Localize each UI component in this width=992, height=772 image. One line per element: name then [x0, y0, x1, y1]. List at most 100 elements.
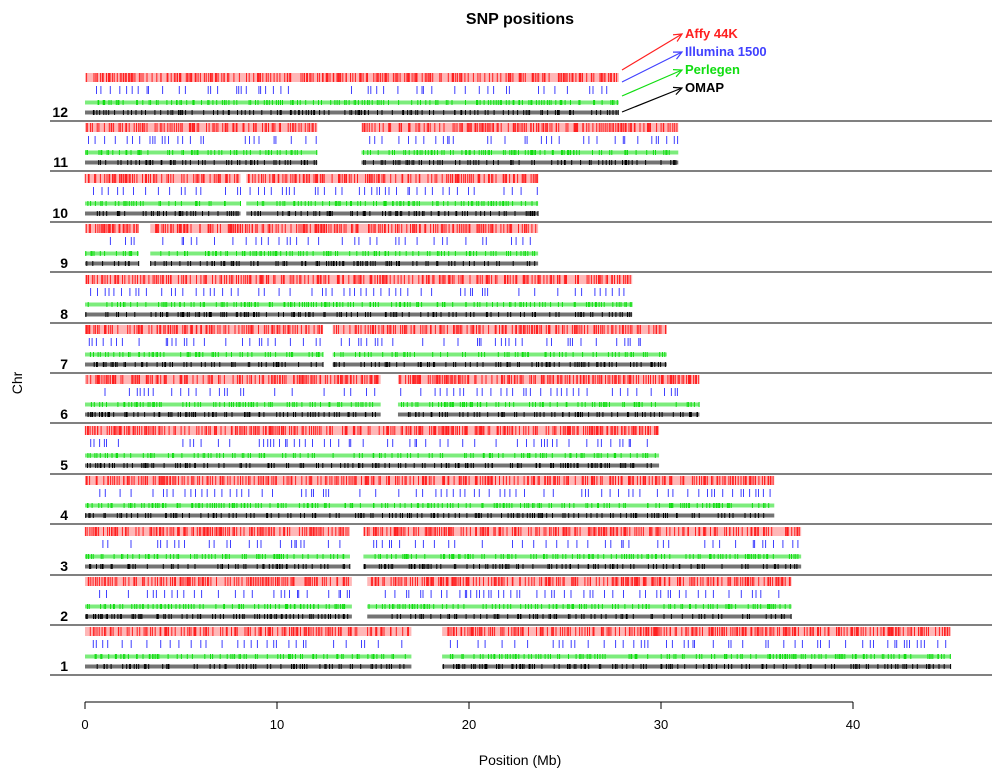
snp-marks	[373, 540, 799, 548]
track-illumina-1500	[102, 540, 799, 548]
snp-marks	[89, 352, 324, 357]
snp-marks	[84, 426, 659, 435]
track-background	[85, 604, 352, 609]
snp-marks	[88, 338, 321, 346]
snp-marks	[86, 604, 346, 609]
track-affy-44k	[85, 123, 679, 132]
track-perlegen	[85, 100, 619, 105]
snp-marks	[447, 627, 950, 636]
snp-marks	[92, 640, 403, 648]
snp-marks	[400, 388, 678, 396]
legend: Affy 44K Illumina 1500 Perlegen OMAP	[621, 26, 767, 113]
x-axis: 0 10 20 30 40	[81, 701, 860, 732]
track-illumina-1500	[88, 338, 641, 346]
x-tick-label: 20	[462, 717, 476, 732]
legend-arrowhead	[672, 51, 684, 60]
snp-marks	[363, 160, 677, 165]
track-background	[397, 402, 700, 407]
snp-marks	[93, 362, 324, 367]
snp-marks	[104, 388, 376, 396]
track-affy-44k	[85, 325, 667, 334]
chromosome-label: 3	[60, 558, 68, 574]
snp-marks	[96, 211, 239, 216]
track-background	[85, 527, 350, 536]
snp-marks	[90, 402, 374, 407]
snp-marks	[369, 136, 679, 144]
chromosome-row-7: 7	[50, 325, 992, 374]
track-background	[85, 577, 352, 586]
track-background	[85, 174, 241, 183]
track-perlegen	[85, 201, 539, 206]
snp-marks	[391, 614, 792, 619]
y-axis-label: Chr	[9, 371, 25, 394]
chromosome-tracks: 12 11 10 9 8 7 6 5 4 3 2 1	[50, 73, 992, 676]
legend-arrowhead	[672, 69, 684, 78]
snp-marks	[398, 375, 700, 384]
chromosome-label: 11	[53, 154, 68, 170]
track-perlegen	[85, 150, 679, 155]
chromosome-label: 6	[60, 406, 68, 422]
chromosome-label: 5	[60, 457, 68, 473]
track-background	[85, 554, 350, 559]
track-background	[85, 251, 139, 256]
track-background	[367, 614, 792, 619]
x-axis-label: Position (Mb)	[479, 752, 561, 768]
x-tick-label: 0	[81, 717, 88, 732]
track-illumina-1500	[104, 388, 678, 396]
track-perlegen	[85, 654, 951, 659]
chromosome-label: 12	[52, 104, 68, 120]
snp-marks	[86, 375, 379, 384]
snp-marks	[85, 614, 349, 619]
snp-marks	[85, 224, 139, 233]
track-omap	[85, 614, 792, 619]
snp-marks	[374, 554, 799, 559]
track-illumina-1500	[96, 86, 608, 94]
track-background	[332, 362, 667, 367]
snp-marks	[85, 513, 765, 518]
legend-entry: Illumina 1500	[685, 44, 767, 59]
snp-marks	[93, 187, 241, 195]
snp-marks	[85, 476, 774, 485]
chromosome-label: 2	[60, 608, 68, 624]
legend-arrowhead	[672, 33, 684, 42]
snp-marks	[333, 325, 667, 334]
track-background	[85, 261, 139, 266]
snp-marks	[85, 150, 318, 155]
snp-marks	[442, 664, 952, 669]
track-omap	[85, 110, 619, 115]
chromosome-label: 4	[60, 507, 68, 523]
snp-marks	[109, 237, 135, 245]
x-tick-label: 10	[270, 717, 284, 732]
snp-marks	[96, 664, 405, 669]
snp-marks	[257, 201, 538, 206]
track-omap	[85, 312, 633, 317]
chromosome-row-8: 8	[50, 275, 992, 324]
track-background	[361, 123, 679, 132]
snp-marks	[162, 237, 531, 245]
snp-marks	[449, 640, 947, 648]
track-affy-44k	[85, 275, 633, 284]
track-background	[332, 352, 667, 357]
snp-marks	[86, 261, 140, 266]
snp-marks	[384, 590, 780, 598]
snp-marks	[85, 325, 323, 334]
track-affy-44k	[84, 174, 539, 183]
snp-marks	[247, 174, 539, 183]
snp-marks	[87, 463, 652, 468]
chromosome-row-9: 9	[50, 224, 992, 273]
track-illumina-1500	[99, 489, 771, 497]
snp-marks	[92, 110, 619, 115]
track-background	[361, 160, 679, 165]
track-background	[85, 614, 352, 619]
snp-marks	[155, 224, 537, 233]
chart-title: SNP positions	[466, 11, 574, 28]
track-background	[85, 463, 660, 468]
snp-marks	[363, 527, 800, 536]
chromosome-label: 1	[60, 658, 68, 674]
chromosome-row-6: 6	[50, 375, 992, 424]
track-omap	[85, 463, 660, 468]
snp-marks	[99, 489, 771, 497]
track-background	[85, 123, 318, 132]
chromosome-label: 10	[52, 205, 68, 221]
track-background	[85, 325, 324, 334]
